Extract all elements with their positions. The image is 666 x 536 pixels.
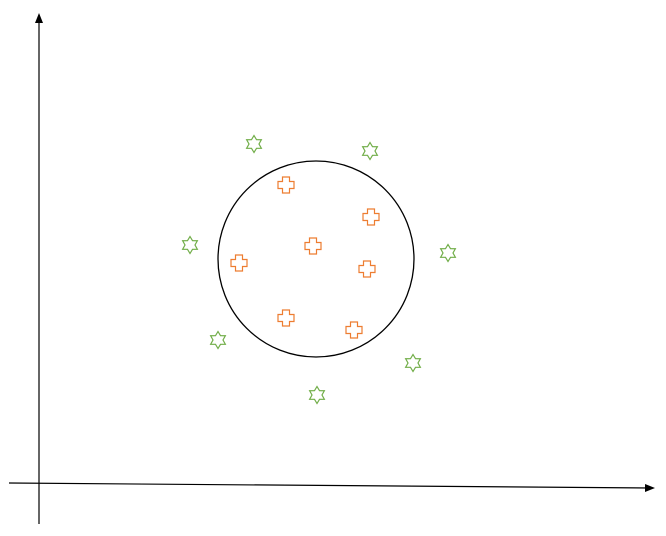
outside-points — [181, 134, 457, 405]
outside-star-marker — [361, 141, 379, 161]
outside-star-marker — [245, 134, 263, 154]
outside-star-marker — [308, 385, 326, 405]
outside-star-marker — [181, 235, 199, 255]
inside-points — [230, 176, 380, 339]
inside-plus-marker — [304, 237, 322, 255]
outside-star-marker — [439, 243, 457, 263]
inside-plus-marker — [362, 208, 380, 226]
outside-star-marker — [404, 353, 422, 373]
class-boundary-circle — [217, 160, 415, 358]
inside-plus-marker — [277, 176, 295, 194]
inside-plus-marker — [230, 254, 248, 272]
inside-plus-marker — [345, 321, 363, 339]
inside-plus-marker — [277, 309, 295, 327]
x-axis — [8, 482, 655, 492]
inside-plus-marker — [358, 260, 376, 278]
outside-star-marker — [209, 330, 227, 350]
axes — [8, 13, 655, 524]
